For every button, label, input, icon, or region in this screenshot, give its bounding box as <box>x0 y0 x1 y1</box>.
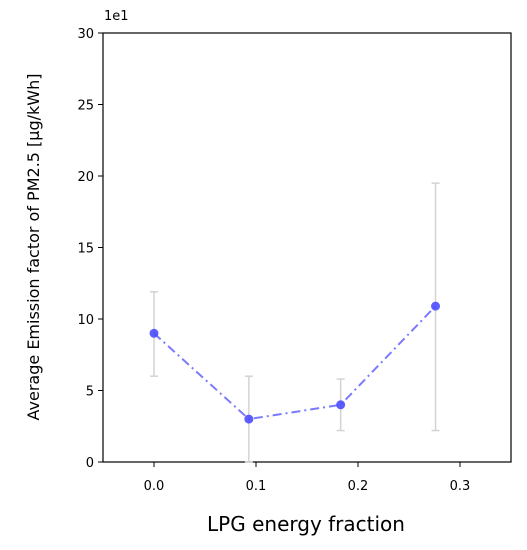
data-point <box>336 400 346 410</box>
y-axis-title: Average Emission factor of PM2.5 [μg/kWh… <box>24 74 43 421</box>
data-point <box>149 328 159 338</box>
errorbar-group <box>150 182 440 463</box>
x-tick-label: 0.1 <box>246 479 267 494</box>
x-tick-label: 0.3 <box>450 479 471 494</box>
data-point <box>244 414 254 424</box>
y-tick-group: 0 5 10 15 20 25 30 <box>77 27 103 471</box>
y-tick-label: 25 <box>77 99 94 114</box>
y-tick-label: 0 <box>86 456 94 471</box>
series-line-group <box>153 305 437 421</box>
y-tick-label: 30 <box>77 27 94 42</box>
x-axis-title: LPG energy fraction <box>207 512 405 536</box>
y-tick-label: 5 <box>86 385 94 400</box>
y-tick-label: 10 <box>77 313 94 328</box>
y-tick-label: 15 <box>77 242 94 257</box>
x-tick-group: 0.0 0.1 0.2 0.3 <box>144 462 471 494</box>
y-tick-label: 20 <box>77 170 94 185</box>
y-offset-label: 1e1 <box>104 9 129 24</box>
x-tick-label: 0.0 <box>144 479 165 494</box>
data-point <box>431 301 441 311</box>
plot-frame <box>102 32 512 463</box>
series-line <box>153 305 437 421</box>
marker-group <box>149 301 441 424</box>
plot-area <box>102 32 512 463</box>
x-tick-label: 0.2 <box>348 479 369 494</box>
